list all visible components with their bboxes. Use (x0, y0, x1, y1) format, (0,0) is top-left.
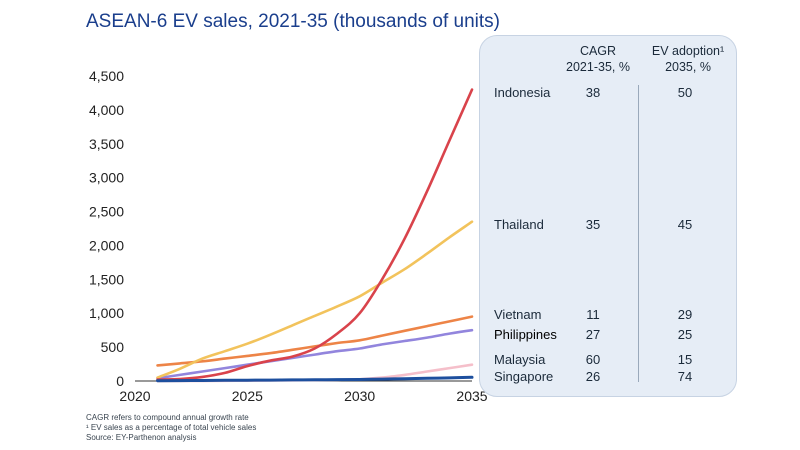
row-country: Singapore (494, 369, 554, 384)
footnote-source: Source: EY-Parthenon analysis (86, 433, 197, 442)
y-tick-label: 500 (101, 339, 125, 355)
footnote-ev-share: ¹ EV sales as a percentage of total vehi… (86, 423, 257, 432)
row-country: Thailand (494, 217, 544, 232)
row-adoption: 45 (677, 217, 693, 232)
row-cagr: 38 (585, 85, 601, 100)
adoption-header-line1: EV adoption¹ (651, 44, 725, 58)
y-tick-label: 2,500 (89, 204, 124, 220)
y-tick-label: 0 (116, 373, 124, 389)
row-cagr: 35 (585, 217, 601, 232)
y-axis-ticks: 0 500 1,000 1,500 2,000 2,500 3,000 3,500 4,000 4… (89, 68, 124, 389)
row-adoption: 74 (677, 369, 693, 384)
cagr-header-line1: CAGR (579, 44, 617, 58)
y-tick-label: 4,500 (89, 68, 124, 84)
y-tick-label: 4,000 (89, 102, 124, 118)
footnote-cagr: CAGR refers to compound annual growth ra… (86, 413, 249, 422)
row-adoption: 50 (677, 85, 693, 100)
row-adoption: 15 (677, 352, 693, 367)
row-adoption: 25 (677, 327, 693, 342)
adoption-header: EV adoption¹ 2035, % (643, 43, 733, 75)
x-tick-label: 2020 (119, 388, 150, 404)
row-cagr: 11 (586, 307, 600, 322)
footnotes: CAGR refers to compound annual growth ra… (86, 413, 256, 443)
x-axis-ticks: 2020 2025 2030 2035 (119, 388, 487, 404)
data-table-panel (479, 35, 737, 397)
row-cagr: 26 (585, 369, 601, 384)
x-tick-label: 2035 (456, 388, 487, 404)
row-country: Indonesia (494, 85, 551, 100)
row-cagr: 27 (585, 327, 601, 342)
row-cagr: 60 (585, 352, 601, 367)
row-country: Vietnam (494, 307, 542, 322)
y-tick-label: 3,000 (89, 170, 124, 186)
chart-title: ASEAN-6 EV sales, 2021-35 (thousands of … (86, 11, 501, 32)
adoption-header-line2: 2035, % (665, 60, 711, 74)
x-tick-label: 2030 (344, 388, 375, 404)
row-adoption: 29 (677, 307, 693, 322)
y-tick-label: 1,000 (89, 305, 124, 321)
y-tick-label: 2,000 (89, 237, 124, 253)
y-tick-label: 1,500 (89, 271, 124, 287)
y-tick-label: 3,500 (89, 136, 124, 152)
cagr-header-line2: 2021-35, % (566, 60, 630, 74)
table-divider (638, 85, 639, 382)
row-country: Philippines (494, 327, 557, 342)
x-tick-label: 2025 (232, 388, 263, 404)
row-country: Malaysia (494, 352, 546, 367)
cagr-header: CAGR 2021-35, % (553, 43, 643, 75)
